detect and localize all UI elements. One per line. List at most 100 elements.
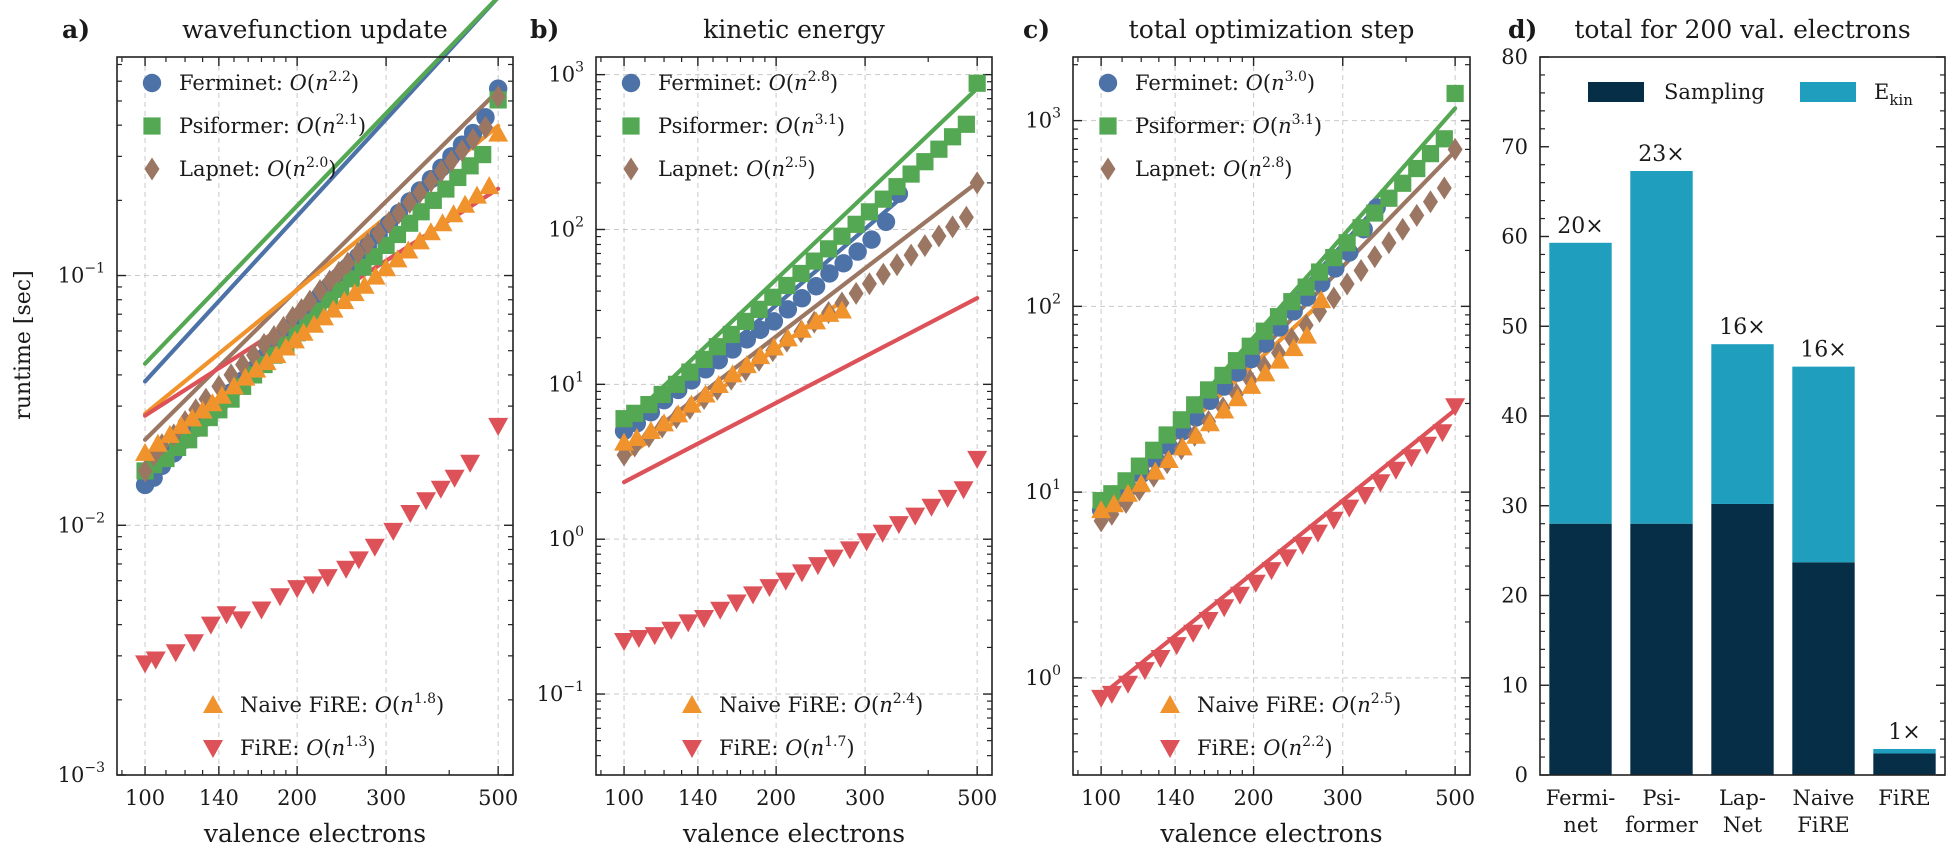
legend-paren-close: ) <box>915 693 923 717</box>
ferminet-point <box>764 312 784 331</box>
panel-title: kinetic energy <box>703 15 886 44</box>
legend-exponent: 1.8 <box>414 691 436 707</box>
psiformer-point <box>626 404 644 422</box>
lapnet-point <box>1353 258 1369 282</box>
y-tick-label: 40 <box>1501 404 1528 428</box>
fire-point <box>661 621 682 640</box>
legend: Ferminet: O(n2.2)Psiformer: O(n2.1)Lapne… <box>142 69 444 760</box>
psiformer-point <box>1352 219 1370 237</box>
naive-point <box>344 283 365 302</box>
x-tick-label: FiRE <box>1797 813 1849 837</box>
legend-text: Lapnet: O(n2.5) <box>658 155 815 181</box>
bar-annotation: 1× <box>1888 720 1920 745</box>
x-axis-label: valence electrons <box>682 819 905 848</box>
x-tick-label: 140 <box>678 786 718 810</box>
lapnet-point <box>889 253 905 277</box>
legend-paren: ( <box>1270 114 1278 138</box>
naive-point <box>763 337 784 356</box>
naive-point <box>695 384 716 403</box>
lapnet-point <box>1409 203 1425 227</box>
x-tick-label: 300 <box>845 786 885 810</box>
x-tick-label: 300 <box>366 786 406 810</box>
psiformer-point <box>847 215 865 233</box>
fire-point <box>644 627 665 646</box>
psiformer-point <box>1186 396 1204 414</box>
lapnet-point <box>454 139 470 163</box>
naive-point <box>1145 461 1166 480</box>
legend-exponent: 2.1 <box>336 112 358 128</box>
legend-text: Naive FiRE: O(n1.8) <box>240 691 444 717</box>
psiformer-point <box>833 227 851 245</box>
y-tick-label: 0 <box>1515 763 1528 787</box>
x-tick-label: 140 <box>1155 786 1195 810</box>
psiformer-point <box>819 240 838 258</box>
naive-point <box>224 376 245 395</box>
psiformer-point <box>1255 322 1273 340</box>
psiformer-point <box>1117 472 1135 490</box>
lapnet-point <box>1422 190 1438 214</box>
naive-point <box>1117 483 1138 502</box>
legend-text: FiRE: O(n2.2) <box>1197 734 1333 760</box>
legend-n: n <box>1271 71 1285 95</box>
y-tick-label: 101 <box>1025 477 1061 504</box>
tick-base: 10 <box>58 513 85 537</box>
lapnet-point <box>302 289 318 313</box>
ferminet-point <box>723 340 742 359</box>
naive-point <box>777 328 798 347</box>
legend-marker-lapnet <box>623 157 639 181</box>
legend-n: n <box>811 736 825 760</box>
legend-paren-close: ) <box>328 157 336 181</box>
lapnet-point <box>402 191 418 215</box>
lapnet-point <box>931 224 947 248</box>
tick-base: 10 <box>1025 109 1052 133</box>
fire-point <box>791 564 812 583</box>
naive-point <box>791 319 812 338</box>
legend-complexity: O <box>306 736 323 760</box>
bar-sampling <box>1873 753 1936 775</box>
fire-point <box>1091 689 1112 708</box>
naive-point <box>806 311 827 330</box>
legend-paren-close: ) <box>830 71 838 95</box>
x-tick-label: former <box>1625 813 1699 837</box>
fire-point <box>710 601 731 620</box>
lapnet-point <box>958 205 974 229</box>
legend-n: n <box>1278 114 1292 138</box>
legend-complexity: O <box>746 157 763 181</box>
legend-n: n <box>332 736 346 760</box>
legend-n: n <box>1248 157 1262 181</box>
points <box>1091 84 1466 708</box>
psiformer-point <box>902 165 920 183</box>
legend-n: n <box>1289 736 1303 760</box>
x-axis-label: valence electrons <box>203 819 426 848</box>
lapnet-point <box>875 262 891 286</box>
ferminet-point <box>820 264 839 283</box>
bar-sampling <box>1549 523 1612 775</box>
legend-paren-close: ) <box>367 736 375 760</box>
naive-point <box>365 266 386 285</box>
psiformer-point <box>1103 485 1121 503</box>
fire-point <box>145 651 166 670</box>
psiformer-point <box>474 145 492 164</box>
legend-marker-lapnet <box>1100 157 1116 181</box>
x-tick-label: 140 <box>199 786 239 810</box>
tick-base: 10 <box>1025 480 1052 504</box>
psiformer-point <box>653 385 671 404</box>
psiformer-point <box>722 325 740 344</box>
fire-point <box>1417 436 1438 455</box>
psiformer-point <box>916 153 934 171</box>
psiformer-point <box>750 300 768 318</box>
naive-point <box>192 400 213 419</box>
legend-complexity: O <box>776 114 793 138</box>
legend-marker-naive <box>203 695 223 713</box>
fire-point <box>1150 649 1171 668</box>
legend-swatch-sampling <box>1588 82 1644 102</box>
naive-point <box>1131 473 1152 492</box>
x-tick-label: 100 <box>1081 786 1121 810</box>
naive-point <box>1103 494 1124 513</box>
lapnet-point <box>256 332 272 356</box>
lapnet-point <box>1367 245 1383 269</box>
tick-exponent: 2 <box>1052 291 1061 307</box>
lapnet-point <box>266 324 282 348</box>
psiformer-point <box>736 312 755 330</box>
